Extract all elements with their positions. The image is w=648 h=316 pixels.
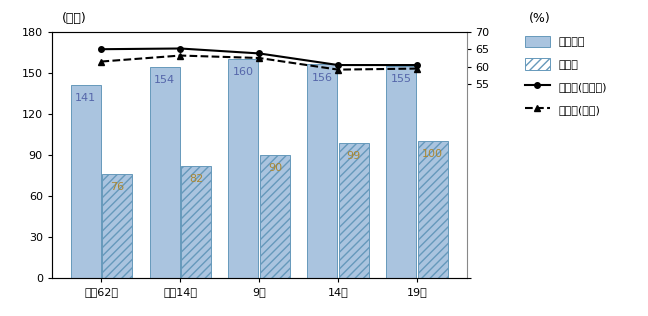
Bar xyxy=(418,141,448,278)
Text: 160: 160 xyxy=(233,67,254,77)
Text: 156: 156 xyxy=(312,73,333,83)
Text: 100: 100 xyxy=(422,149,443,159)
Legend: 有業者数, 無業者, 有業率(茨城県), 有業率(全国): 有業者数, 無業者, 有業率(茨城県), 有業率(全国) xyxy=(522,32,610,118)
Text: 76: 76 xyxy=(110,182,124,192)
Bar xyxy=(150,67,179,278)
Text: 99: 99 xyxy=(347,151,361,161)
Bar xyxy=(229,59,259,278)
Bar xyxy=(307,64,338,278)
Text: 141: 141 xyxy=(75,93,97,103)
Bar xyxy=(339,143,369,278)
Bar xyxy=(102,174,132,278)
Text: 155: 155 xyxy=(391,74,411,84)
Text: 154: 154 xyxy=(154,76,175,85)
Text: (%): (%) xyxy=(529,12,551,25)
Text: 90: 90 xyxy=(268,163,282,173)
Bar xyxy=(181,166,211,278)
Bar xyxy=(386,66,416,278)
Bar xyxy=(260,155,290,278)
Text: 82: 82 xyxy=(189,174,203,184)
Bar xyxy=(71,85,100,278)
Text: (万人): (万人) xyxy=(62,12,87,25)
